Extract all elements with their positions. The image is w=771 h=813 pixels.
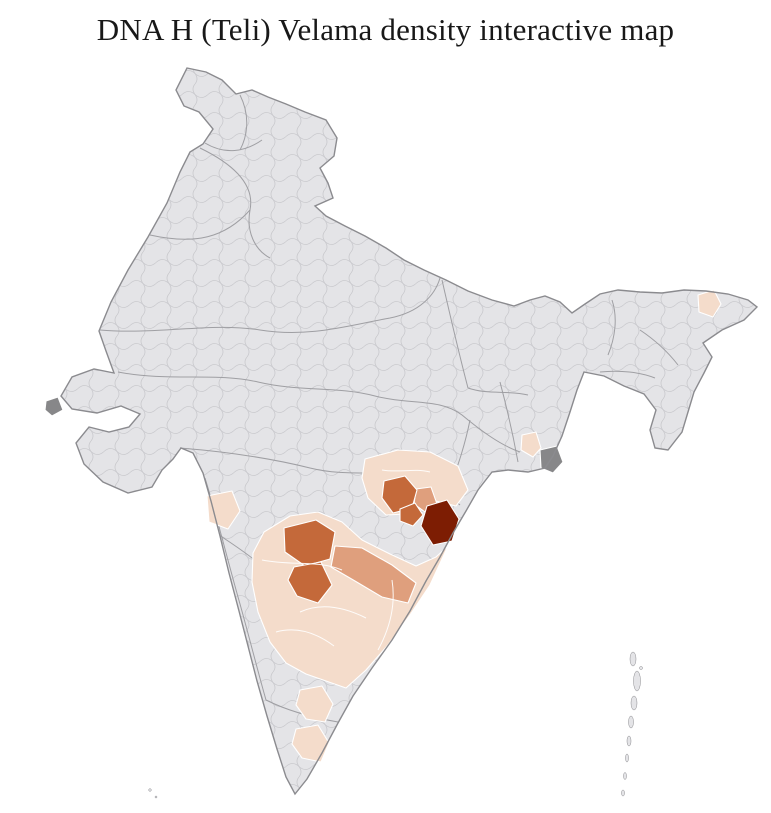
district-shape-medium[interactable] <box>330 545 417 604</box>
district-shape-low[interactable] <box>291 724 330 763</box>
district-shape-high[interactable] <box>399 502 424 527</box>
district-shape-high[interactable] <box>283 519 336 567</box>
andaman-islands-group[interactable] <box>621 651 643 797</box>
district-shape-low[interactable] <box>295 685 334 723</box>
district-shape-low[interactable] <box>520 431 542 458</box>
district-shape-very-high[interactable] <box>420 499 460 546</box>
district-shape-low[interactable] <box>697 289 722 318</box>
district-grid-overlay <box>61 68 757 794</box>
districts-high-density <box>283 475 424 604</box>
inner-district-borders <box>261 469 431 651</box>
state-borders <box>99 94 679 723</box>
district-shape-dark[interactable] <box>44 396 64 417</box>
page-title: DNA H (Teli) Velama density interactive … <box>96 12 675 47</box>
lakshadweep-islands-group[interactable] <box>148 788 158 799</box>
district-shape-high[interactable] <box>287 561 333 604</box>
